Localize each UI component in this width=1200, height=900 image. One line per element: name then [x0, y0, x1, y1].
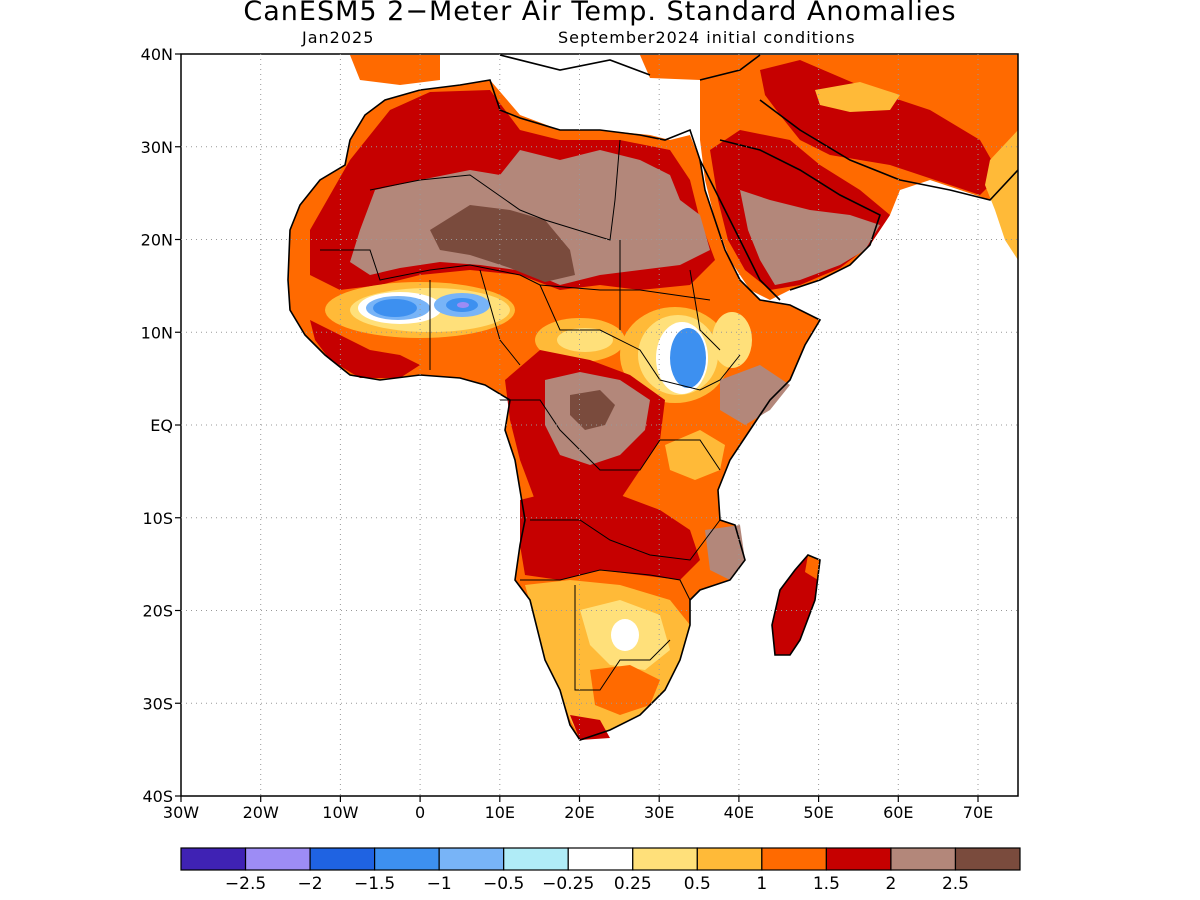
lat-tick-label: 40N — [141, 45, 173, 64]
arabia-zone-1 — [815, 82, 900, 112]
lon-tick-label: 20E — [564, 803, 594, 822]
legend-swatch — [825, 847, 892, 871]
legend-swatch — [244, 847, 311, 871]
sahel-anomalies — [325, 282, 752, 403]
legend-label: −1 — [427, 874, 452, 894]
south-zone-025 — [611, 619, 639, 651]
legend-swatch — [374, 847, 440, 871]
mozambique-zone-2_5 — [705, 525, 745, 580]
lon-tick-label: 40E — [724, 803, 754, 822]
legend-swatch — [954, 847, 1021, 871]
legend-label: −0.5 — [483, 874, 524, 894]
legend-label: −2 — [298, 874, 323, 894]
lon-tick-label: 60E — [883, 803, 913, 822]
lon-tick-label: 10E — [485, 803, 515, 822]
lat-tick-label: 10N — [141, 323, 173, 342]
coastlines — [287, 54, 1018, 741]
legend-label: −1.5 — [354, 874, 395, 894]
legend-label: 1 — [756, 874, 767, 894]
south-zone-2 — [520, 490, 700, 580]
arabia-zone-2_5 — [740, 190, 880, 285]
legend-swatch — [180, 847, 247, 871]
eastafrica-zone-2_5 — [720, 365, 790, 425]
map-title: CanESM5 2−Meter Air Temp. Standard Anoma… — [243, 0, 957, 27]
legend-swatch — [761, 847, 827, 871]
lon-tick-label: 20W — [243, 803, 279, 822]
lat-tick-label: 20N — [141, 231, 173, 250]
lat-tick-label: 20S — [142, 602, 173, 621]
congo-zone-3 — [570, 390, 615, 430]
legend-label: 2.5 — [942, 874, 969, 894]
legend-label: 2 — [886, 874, 897, 894]
legend-swatch — [567, 847, 634, 871]
lon-tick-label: 30E — [644, 803, 674, 822]
lat-tick-label: 30N — [141, 138, 173, 157]
color-legend: −2.5 −2 −1.5 −1 −0.5 −0.25 0.25 0.5 1 1.5 2 2.5 — [180, 847, 1021, 894]
legend-swatch — [632, 847, 698, 871]
forecast-month: Jan2025 — [302, 28, 375, 47]
europe-zone-15 — [350, 55, 440, 85]
madagascar — [772, 555, 820, 655]
longitude-axis: 30W 20W 10W 0 10E 20E 30E 40E 50E 60E 70E — [163, 796, 993, 822]
south-zone-15 — [590, 665, 660, 715]
legend-label: 0.5 — [684, 874, 711, 894]
anomaly-zone-2_5b — [430, 205, 575, 282]
lat-tick-label: 30S — [142, 694, 173, 713]
legend-swatch — [503, 847, 569, 871]
legend-swatch — [309, 847, 376, 871]
lat-tick-label: EQ — [150, 416, 173, 435]
graticule — [181, 54, 1018, 796]
europe-zone-15b — [640, 55, 760, 80]
initial-conditions-label: September2024 initial conditions — [558, 28, 856, 47]
westcoast-zone-2 — [310, 320, 420, 378]
lon-tick-label: 30W — [163, 803, 199, 822]
legend-swatch — [696, 847, 763, 871]
lon-tick-label: 70E — [963, 803, 993, 822]
lon-tick-label: 10W — [322, 803, 358, 822]
legend-swatch — [890, 847, 957, 871]
legend-label: 1.5 — [813, 874, 840, 894]
legend-label: −0.25 — [542, 874, 594, 894]
lat-tick-label: 40S — [142, 787, 173, 806]
madagascar-zone-15 — [805, 555, 820, 580]
legend-swatch — [438, 847, 505, 871]
legend-label: −2.5 — [225, 874, 266, 894]
anomaly-field — [288, 55, 1018, 740]
lon-tick-label: 0 — [415, 803, 425, 822]
lon-tick-label: 50E — [803, 803, 833, 822]
legend-label: 0.25 — [614, 874, 652, 894]
latitude-axis: 40N 30N 20N 10N EQ 10S 20S 30S 40S — [141, 45, 181, 806]
lat-tick-label: 10S — [142, 509, 173, 528]
india-zone-1 — [985, 130, 1018, 260]
eastafrica-zone-1 — [665, 430, 725, 480]
